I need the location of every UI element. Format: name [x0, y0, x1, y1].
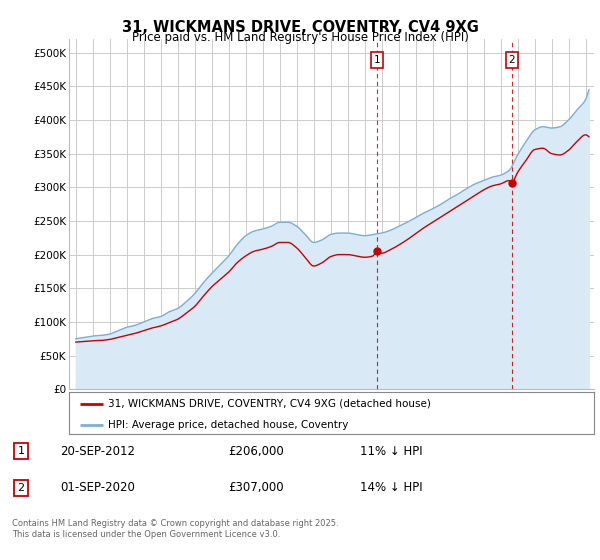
Text: 31, WICKMANS DRIVE, COVENTRY, CV4 9XG (detached house): 31, WICKMANS DRIVE, COVENTRY, CV4 9XG (d…: [109, 399, 431, 409]
Text: 2: 2: [17, 483, 25, 493]
Text: Price paid vs. HM Land Registry's House Price Index (HPI): Price paid vs. HM Land Registry's House …: [131, 31, 469, 44]
Text: 2: 2: [509, 55, 515, 65]
Text: £307,000: £307,000: [228, 481, 284, 494]
Text: HPI: Average price, detached house, Coventry: HPI: Average price, detached house, Cove…: [109, 420, 349, 430]
Text: 1: 1: [17, 446, 25, 456]
Text: Contains HM Land Registry data © Crown copyright and database right 2025.
This d: Contains HM Land Registry data © Crown c…: [12, 519, 338, 539]
Text: 20-SEP-2012: 20-SEP-2012: [60, 445, 135, 458]
Text: £206,000: £206,000: [228, 445, 284, 458]
Text: 1: 1: [374, 55, 380, 65]
Text: 31, WICKMANS DRIVE, COVENTRY, CV4 9XG: 31, WICKMANS DRIVE, COVENTRY, CV4 9XG: [122, 20, 478, 35]
Text: 01-SEP-2020: 01-SEP-2020: [60, 481, 135, 494]
Text: 11% ↓ HPI: 11% ↓ HPI: [360, 445, 422, 458]
Text: 14% ↓ HPI: 14% ↓ HPI: [360, 481, 422, 494]
